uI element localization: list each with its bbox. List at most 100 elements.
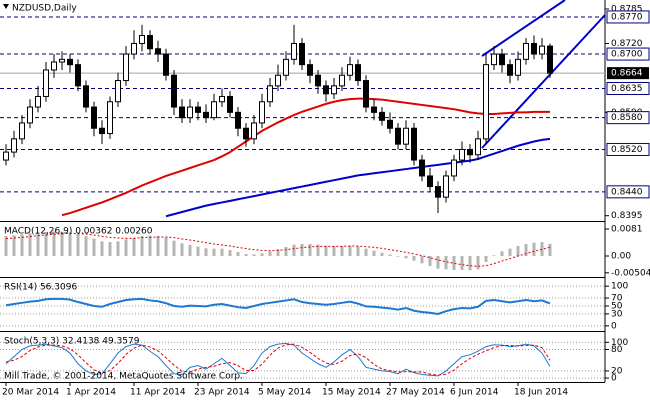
- macd-bar: [60, 231, 64, 256]
- candle-body: [507, 64, 513, 76]
- macd-bar: [220, 248, 224, 256]
- candle-body: [3, 151, 9, 161]
- macd-bar: [492, 255, 496, 256]
- macd-bar: [540, 242, 544, 256]
- panel-label: Stoch(5,3,3) 32.4138 49.3579: [4, 337, 140, 347]
- candle-body: [91, 106, 97, 129]
- chart-title: NZDUSD,Daily: [12, 4, 77, 14]
- y-tick-label: 0.8395: [611, 211, 643, 221]
- macd-bar: [188, 245, 192, 256]
- macd-bar: [308, 244, 312, 256]
- macd-bar: [500, 251, 504, 256]
- candle-body: [523, 42, 529, 60]
- macd-bar: [132, 237, 136, 256]
- candle-body: [403, 127, 409, 145]
- x-tick-label: 27 May 2014: [386, 388, 445, 398]
- x-tick-label: 18 Jun 2014: [514, 388, 568, 398]
- macd-bar: [196, 246, 200, 256]
- macd-bar: [252, 254, 256, 256]
- last-price-label: 0.8664: [611, 69, 643, 79]
- level-label: 0.8440: [611, 187, 643, 197]
- macd-bar: [468, 256, 472, 271]
- candle-body: [251, 122, 257, 140]
- stoch-signal: [5, 343, 551, 376]
- candle-body: [43, 69, 49, 97]
- macd-bar: [100, 241, 104, 256]
- candle-body: [131, 42, 137, 55]
- macd-bar: [484, 256, 488, 262]
- macd-bar: [332, 246, 336, 256]
- level-label-box: [606, 185, 650, 199]
- candle-body: [219, 95, 225, 103]
- candle-body: [371, 106, 377, 113]
- x-tick-label: 23 Apr 2014: [194, 388, 250, 398]
- level-label-box: [606, 47, 650, 61]
- y-tick-label: 100: [611, 282, 628, 292]
- level-label: 0.8770: [611, 12, 643, 22]
- candle-body: [11, 138, 17, 153]
- macd-bar: [116, 241, 120, 256]
- y-tick-label: 70: [611, 294, 623, 304]
- level-label-box: [606, 142, 650, 156]
- candle-body: [67, 58, 73, 66]
- candle-body: [427, 175, 433, 188]
- macd-bar: [204, 248, 208, 256]
- level-label: 0.8700: [611, 50, 643, 60]
- macd-bar: [244, 254, 248, 256]
- candle-body: [211, 101, 217, 119]
- moving-average: [61, 97, 550, 217]
- macd-bar: [124, 239, 128, 256]
- y-tick-label: 80: [611, 345, 623, 355]
- y-tick-label: 30: [611, 309, 623, 319]
- candle-body: [379, 111, 385, 121]
- macd-bar: [148, 235, 152, 256]
- macd-bar: [28, 233, 32, 256]
- candle-body: [347, 64, 353, 76]
- candle-body: [467, 148, 473, 156]
- macd-bar: [452, 256, 456, 270]
- macd-bar: [52, 231, 56, 256]
- candle-body: [179, 106, 185, 119]
- candle-body: [515, 58, 521, 76]
- macd-bar: [212, 248, 216, 256]
- symbol-icon: [3, 4, 9, 9]
- y-tick-label: 100: [611, 338, 628, 348]
- panel-label: MACD(12,26,9) 0.00362 0.00260: [4, 227, 153, 237]
- macd-bar: [84, 236, 88, 256]
- candle-body: [227, 95, 233, 113]
- macd-bar: [68, 232, 72, 256]
- macd-bar: [260, 253, 264, 256]
- candle-body: [267, 85, 273, 103]
- y-tick-label: 20: [611, 366, 623, 376]
- candle-body: [259, 101, 265, 124]
- level-label-box: [606, 82, 650, 96]
- candle-body: [123, 53, 129, 82]
- y-tick-label: 0: [611, 321, 617, 331]
- macd-bar: [428, 256, 432, 266]
- candle-body: [275, 74, 281, 87]
- channel-lower: [481, 14, 606, 149]
- stoch-main: [5, 342, 551, 377]
- candle-body: [531, 42, 537, 55]
- macd-bar: [20, 234, 24, 256]
- y-tick-label: 0.00: [611, 252, 631, 262]
- candle-body: [307, 64, 313, 76]
- macd-bar: [156, 236, 160, 256]
- x-tick-label: 5 May 2014: [258, 388, 311, 398]
- macd-bar: [420, 256, 424, 264]
- candle-body: [331, 85, 337, 95]
- level-label: 0.8580: [611, 113, 643, 123]
- y-tick-label: 0: [611, 374, 617, 384]
- panel-label: RSI(14) 56.3096: [4, 283, 77, 293]
- macd-bar: [348, 245, 352, 256]
- x-tick-label: 20 Mar 2014: [2, 388, 59, 398]
- candle-body: [491, 53, 497, 66]
- candle-body: [459, 148, 465, 161]
- macd-bar: [436, 256, 440, 269]
- macd-bar: [460, 256, 464, 270]
- candle-body: [411, 127, 417, 161]
- candle-body: [539, 45, 545, 55]
- candle-body: [283, 58, 289, 76]
- candle-body: [59, 58, 65, 63]
- candle-body: [323, 85, 329, 95]
